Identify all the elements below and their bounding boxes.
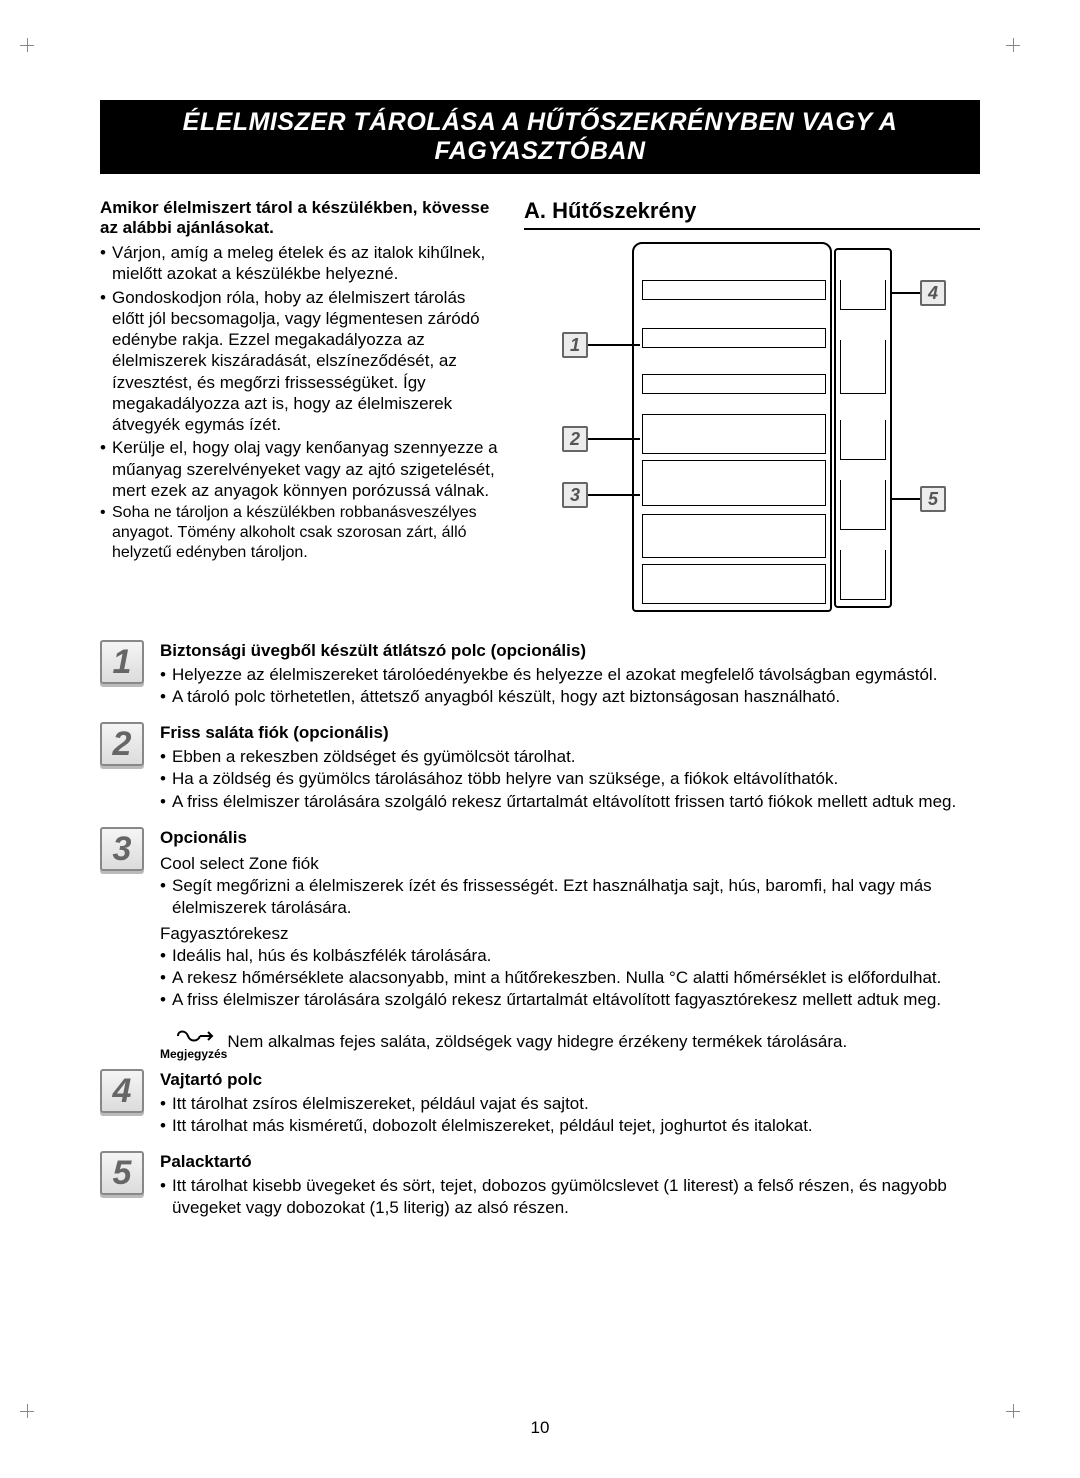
item-title: Friss saláta fiók (opcionális) (160, 722, 980, 744)
item-title: Vajtartó polc (160, 1069, 980, 1091)
crop-mark (20, 1404, 34, 1418)
page-container: ÉLELMISZER TÁROLÁSA A HŰTŐSZEKRÉNYBEN VA… (0, 0, 1080, 1274)
diagram-callout-5: 5 (920, 486, 946, 512)
fridge-drawer (642, 414, 826, 454)
item-subheading: Cool select Zone fiók (160, 853, 980, 875)
item-title: Opcionális (160, 827, 980, 849)
fridge-body (632, 242, 832, 612)
item-bullet: Ebben a rekeszben zöldséget és gyümölcsö… (160, 746, 980, 768)
note-label: Megjegyzés (160, 1047, 227, 1063)
callout-line (892, 292, 920, 294)
crop-mark (20, 38, 34, 52)
crop-mark (1006, 38, 1020, 52)
item-5: 5 Palacktartó Itt tárolhat kisebb üvegek… (100, 1151, 980, 1219)
door-shelf (840, 420, 886, 460)
item-bullet: Ideális hal, hús és kolbászfélék tárolás… (160, 945, 980, 967)
callout-line (588, 438, 640, 440)
item-bullet: Itt tárolhat más kisméretű, dobozolt éle… (160, 1115, 980, 1137)
diagram-heading: A. Hűtőszekrény (524, 198, 980, 230)
item-content: Biztonsági üvegből készült átlátszó polc… (160, 640, 980, 708)
item-badge: 2 (100, 722, 144, 766)
item-content: Opcionális Cool select Zone fiók Segít m… (160, 827, 980, 1012)
diagram-callout-2: 2 (562, 426, 588, 452)
note-row: Megjegyzés Nem alkalmas fejes saláta, zö… (160, 1025, 980, 1063)
fridge-shelf (642, 328, 826, 348)
item-bullet: Itt tárolhat zsíros élelmiszereket, péld… (160, 1093, 980, 1115)
item-bullet: A tároló polc törhetetlen, áttetsző anya… (160, 686, 980, 708)
note-icon: Megjegyzés (160, 1025, 227, 1063)
page-number: 10 (0, 1418, 1080, 1438)
item-4: 4 Vajtartó polc Itt tárolhat zsíros élel… (100, 1069, 980, 1137)
crop-mark (1006, 1404, 1020, 1418)
item-content: Palacktartó Itt tárolhat kisebb üvegeket… (160, 1151, 980, 1219)
callout-line (588, 344, 640, 346)
intro-bullets: Várjon, amíg a meleg ételek és az italok… (100, 242, 500, 563)
item-2: 2 Friss saláta fiók (opcionális) Ebben a… (100, 722, 980, 812)
door-shelf (840, 480, 886, 530)
item-bullet: Itt tárolhat kisebb üvegeket és sört, te… (160, 1175, 980, 1219)
door-shelf (840, 340, 886, 394)
intro-bullet: Soha ne tároljon a készülékben robbanásv… (100, 503, 500, 563)
fridge-drawer (642, 460, 826, 506)
item-badge: 3 (100, 827, 144, 871)
item-badge: 1 (100, 640, 144, 684)
fridge-diagram: 1 2 3 4 5 (562, 242, 942, 612)
item-bullet: Helyezze az élelmiszereket tárolóedények… (160, 664, 980, 686)
door-shelf (840, 550, 886, 600)
item-1: 1 Biztonsági üvegből készült átlátszó po… (100, 640, 980, 708)
item-bullet: Ha a zöldség és gyümölcs tárolásához töb… (160, 768, 980, 790)
diagram-callout-1: 1 (562, 332, 588, 358)
diagram-callout-3: 3 (562, 482, 588, 508)
item-bullet: Segít megőrizni a élelmiszerek ízét és f… (160, 875, 980, 919)
item-3: 3 Opcionális Cool select Zone fiók Segít… (100, 827, 980, 1012)
door-shelf (840, 280, 886, 310)
callout-line (588, 494, 640, 496)
item-badge: 5 (100, 1151, 144, 1195)
callout-line (892, 498, 920, 500)
item-bullet: A friss élelmiszer tárolására szolgáló r… (160, 989, 980, 1011)
item-title: Palacktartó (160, 1151, 980, 1173)
fridge-shelf (642, 280, 826, 300)
item-subheading: Fagyasztórekesz (160, 923, 980, 945)
note-text: Nem alkalmas fejes saláta, zöldségek vag… (227, 1025, 847, 1053)
fridge-shelf (642, 374, 826, 394)
diagram-column: A. Hűtőszekrény (524, 198, 980, 612)
intro-column: Amikor élelmiszert tárol a készülékben, … (100, 198, 500, 612)
fridge-drawer (642, 514, 826, 558)
item-content: Vajtartó polc Itt tárolhat zsíros élelmi… (160, 1069, 980, 1137)
item-title: Biztonsági üvegből készült átlátszó polc… (160, 640, 980, 662)
item-bullet: A friss élelmiszer tárolására szolgáló r… (160, 791, 980, 813)
diagram-callout-4: 4 (920, 280, 946, 306)
page-title: ÉLELMISZER TÁROLÁSA A HŰTŐSZEKRÉNYBEN VA… (100, 100, 980, 174)
fridge-door (834, 248, 892, 608)
numbered-items: 1 Biztonsági üvegből készült átlátszó po… (100, 640, 980, 1220)
intro-bullet: Kerülje el, hogy olaj vagy kenőanyag sze… (100, 437, 500, 501)
item-bullet: A rekesz hőmérséklete alacsonyabb, mint … (160, 967, 980, 989)
item-badge: 4 (100, 1069, 144, 1113)
item-content: Friss saláta fiók (opcionális) Ebben a r… (160, 722, 980, 812)
intro-lead: Amikor élelmiszert tárol a készülékben, … (100, 198, 500, 238)
intro-bullet: Gondoskodjon róla, hoby az élelmiszert t… (100, 287, 500, 436)
fridge-drawer (642, 564, 826, 604)
intro-bullet: Várjon, amíg a meleg ételek és az italok… (100, 242, 500, 285)
two-column-layout: Amikor élelmiszert tárol a készülékben, … (100, 198, 980, 612)
